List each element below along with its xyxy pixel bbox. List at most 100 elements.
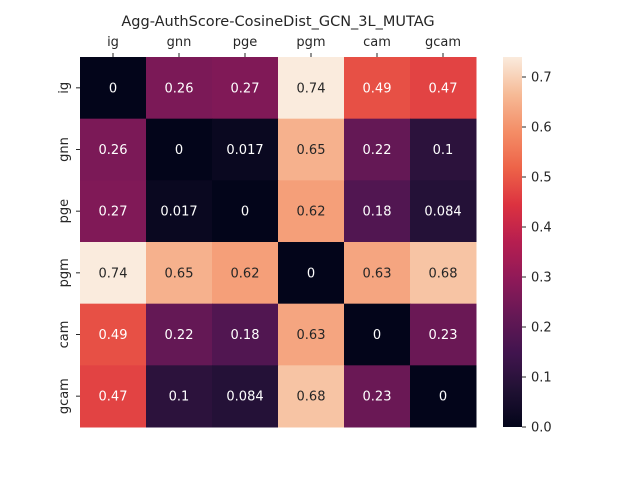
cell-value-label: 0.49 [363, 81, 392, 96]
heatmap-cell [278, 180, 345, 243]
heatmap-cell [146, 118, 213, 181]
heatmap-cell [410, 57, 477, 120]
colorbar: 0.0 0.1 0.2 0.3 0.4 0.5 0.6 0.7 [503, 57, 552, 436]
cell-annotations: 0 0.26 0.27 0.74 0.49 0.47 0.26 0 0.017 0.65 0.22 0… [99, 81, 462, 404]
cell-value-label: 0.1 [169, 390, 190, 405]
heatmap-cell [278, 303, 345, 366]
heatmap-cell [80, 365, 147, 428]
heatmap-cell [344, 180, 411, 243]
cell-value-label: 0.47 [99, 390, 128, 405]
y-tick-label: gcam [57, 378, 72, 414]
heatmap-cell [80, 180, 147, 243]
colorbar-tick-label: 0.0 [531, 421, 552, 436]
cell-value-label: 0.26 [165, 81, 194, 96]
cell-value-label: 0.74 [99, 266, 128, 281]
heatmap-cell [410, 303, 477, 366]
cell-value-label: 0.27 [231, 81, 260, 96]
heatmap-cell [278, 365, 345, 428]
cell-value-label: 0.63 [297, 328, 326, 343]
x-tick-label: gcam [425, 35, 461, 50]
heatmap-cell [344, 118, 411, 181]
heatmap-cell [344, 303, 411, 366]
cell-value-label: 0.23 [363, 390, 392, 405]
cell-value-label: 0 [109, 81, 117, 96]
cell-value-label: 0.18 [363, 205, 392, 220]
cell-value-label: 0.65 [297, 143, 326, 158]
heatmap-cell [278, 57, 345, 120]
cell-value-label: 0.62 [297, 205, 326, 220]
heatmap-cell [212, 242, 279, 305]
colorbar-tick-label: 0.2 [531, 321, 552, 336]
heatmap-cell [344, 365, 411, 428]
heatmap-cell [212, 180, 279, 243]
cell-value-label: 0.084 [424, 205, 461, 220]
cell-value-label: 0 [175, 143, 183, 158]
heatmap-cell [410, 118, 477, 181]
heatmap-cell [146, 365, 213, 428]
y-tick-label: cam [57, 321, 72, 349]
cell-value-label: 0.18 [231, 328, 260, 343]
cell-value-label: 0 [439, 390, 447, 405]
heatmap-cell [212, 118, 279, 181]
x-tick-label: pgm [296, 35, 325, 50]
heatmap-cell [410, 180, 477, 243]
colorbar-tick-label: 0.5 [531, 171, 552, 186]
cell-value-label: 0 [307, 266, 315, 281]
cell-value-label: 0.65 [165, 266, 194, 281]
cell-value-label: 0.22 [363, 143, 392, 158]
cell-value-label: 0.74 [297, 81, 326, 96]
y-tick-label: pgm [57, 258, 72, 287]
cell-value-label: 0.62 [231, 266, 260, 281]
cell-value-label: 0.68 [429, 266, 458, 281]
heatmap-cell [278, 242, 345, 305]
cell-value-label: 0.26 [99, 143, 128, 158]
y-tick-label: gnn [57, 137, 72, 162]
x-axis: ig gnn pge pgm cam gcam [107, 35, 461, 57]
colorbar-tick-label: 0.1 [531, 371, 552, 386]
colorbar-tick-label: 0.7 [531, 71, 552, 86]
cell-value-label: 0.084 [226, 390, 263, 405]
x-tick-label: pge [233, 35, 258, 50]
colorbar-gradient [503, 57, 522, 427]
x-tick-label: cam [363, 35, 391, 50]
heatmap-cell [212, 303, 279, 366]
cell-value-label: 0.017 [226, 143, 263, 158]
heatmap-cell [80, 303, 147, 366]
cell-value-label: 0 [241, 205, 249, 220]
y-tick-label: ig [57, 82, 72, 94]
heatmap-cell [80, 57, 147, 120]
heatmap-cell [146, 242, 213, 305]
heatmap-cell [278, 118, 345, 181]
heatmap-cell [212, 57, 279, 120]
heatmap-cells [80, 57, 477, 428]
colorbar-tick-label: 0.6 [531, 121, 552, 136]
heatmap-cell [80, 242, 147, 305]
heatmap-cell [212, 365, 279, 428]
heatmap-cell [146, 57, 213, 120]
y-tick-label: pge [57, 199, 72, 224]
heatmap-cell [146, 180, 213, 243]
heatmap-cell [80, 118, 147, 181]
cell-value-label: 0.23 [429, 328, 458, 343]
cell-value-label: 0.017 [160, 205, 197, 220]
heatmap-cell [344, 57, 411, 120]
y-axis: ig gnn pge pgm cam gcam [57, 82, 80, 414]
cell-value-label: 0.68 [297, 390, 326, 405]
colorbar-tick-label: 0.4 [531, 221, 552, 236]
cell-value-label: 0.49 [99, 328, 128, 343]
cell-value-label: 0.27 [99, 205, 128, 220]
x-tick-label: gnn [167, 35, 192, 50]
chart-title: Agg-AuthScore-CosineDist_GCN_3L_MUTAG [121, 14, 434, 30]
heatmap-cell [410, 242, 477, 305]
colorbar-tick-label: 0.3 [531, 271, 552, 286]
cell-value-label: 0.47 [429, 81, 458, 96]
cell-value-label: 0.22 [165, 328, 194, 343]
x-tick-label: ig [107, 35, 119, 50]
cell-value-label: 0.63 [363, 266, 392, 281]
heatmap-cell [146, 303, 213, 366]
cell-value-label: 0 [373, 328, 381, 343]
cell-value-label: 0.1 [433, 143, 454, 158]
heatmap-cell [410, 365, 477, 428]
heatmap-cell [344, 242, 411, 305]
